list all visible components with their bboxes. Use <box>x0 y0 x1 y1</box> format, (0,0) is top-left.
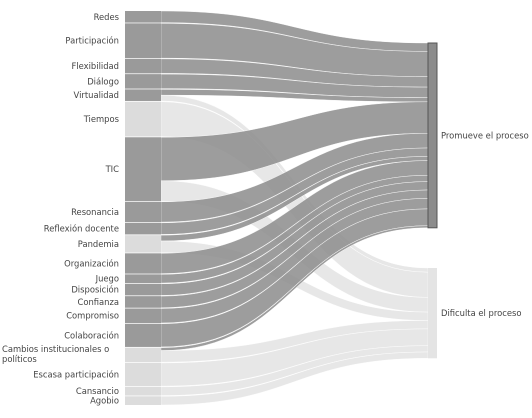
source-node-juego <box>125 274 161 284</box>
source-node-cansancio <box>125 386 161 396</box>
source-node-dialogo <box>125 74 161 89</box>
source-label-cansancio: Cansancio <box>76 386 119 396</box>
source-node-confianza <box>125 296 161 308</box>
source-label-disposicion: Disposición <box>71 285 119 295</box>
target-label-promueve: Promueve el proceso <box>441 130 529 140</box>
target-label-dificulta: Dificulta el proceso <box>441 308 521 318</box>
source-label-dialogo: Diálogo <box>87 76 119 86</box>
sankey-links <box>160 10 429 406</box>
source-label-flexibilidad: Flexibilidad <box>72 61 120 71</box>
source-node-compromiso <box>125 308 161 323</box>
source-label-participacion: Participación <box>65 36 119 46</box>
source-label-tic: TIC <box>105 164 120 174</box>
source-label-juego: Juego <box>95 274 119 284</box>
target-node-promueve <box>427 42 438 229</box>
source-label-reflexion-docente: Reflexión docente <box>44 224 119 234</box>
source-node-tiempos <box>125 101 161 137</box>
source-label-organizacion: Organización <box>64 258 119 268</box>
source-node-organizacion <box>125 253 161 274</box>
source-label-cambios-institucionales-o-politicos: Cambios institucionales o políticos <box>2 344 109 364</box>
source-label-confianza: Confianza <box>77 297 119 307</box>
source-node-reflexion-docente <box>125 222 161 235</box>
source-node-virtualidad <box>125 89 161 101</box>
source-node-disposicion <box>125 283 161 296</box>
source-node-pandemia <box>125 235 161 253</box>
source-node-flexibilidad <box>125 58 161 74</box>
source-node-tic <box>125 137 161 202</box>
source-label-colaboracion: Colaboración <box>64 330 119 340</box>
source-node-cambios-institucionales-o-politicos <box>125 347 161 363</box>
source-node-resonancia <box>125 201 161 223</box>
source-label-compromiso: Compromiso <box>66 311 119 321</box>
source-label-redes: Redes <box>94 12 119 22</box>
target-node-dificulta <box>428 268 437 359</box>
source-node-colaboracion <box>125 323 161 347</box>
source-nodes <box>125 11 161 405</box>
node-labels: Redes Participación Flexibilidad Diálogo Vir… <box>2 12 529 406</box>
source-node-redes <box>125 11 161 23</box>
target-nodes <box>427 42 438 359</box>
source-label-pandemia: Pandemia <box>78 239 119 249</box>
source-node-agobio <box>125 396 161 405</box>
source-label-virtualidad: Virtualidad <box>74 90 119 100</box>
source-label-agobio: Agobio <box>90 396 119 406</box>
source-label-escasa-participacion: Escasa participación <box>33 370 119 380</box>
source-node-escasa-participacion <box>125 362 161 387</box>
source-label-resonancia: Resonancia <box>71 207 119 217</box>
source-label-tiempos: Tiempos <box>83 114 119 124</box>
source-node-participacion <box>125 23 161 59</box>
